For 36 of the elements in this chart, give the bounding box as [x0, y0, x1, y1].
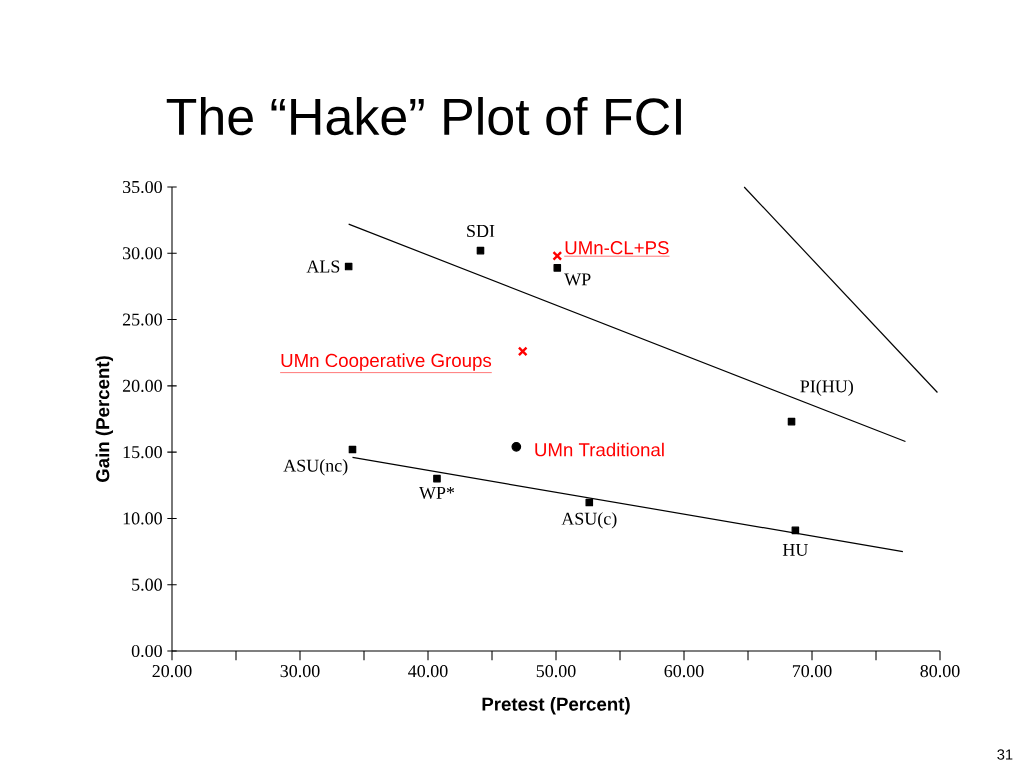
- x-tick-label: 80.00: [920, 665, 960, 678]
- y-tick-label: 15.00: [123, 446, 162, 459]
- y-tick-label: 0.00: [131, 644, 162, 658]
- point: [433, 474, 441, 483]
- x-tick-label: 60.00: [664, 665, 704, 678]
- series-label: UMn-CL+PS: [565, 241, 669, 255]
- x-tick-label: 20.00: [152, 665, 192, 678]
- y-tick-label: 20.00: [122, 379, 162, 392]
- point: [585, 498, 594, 507]
- annotation: WP*: [418, 486, 455, 499]
- y-tick-label: 10.00: [123, 512, 162, 525]
- y-tick-label: 5.00: [132, 578, 162, 591]
- annotation: ALS: [306, 260, 340, 273]
- point: [511, 441, 522, 452]
- text: 31: [997, 749, 1013, 760]
- annotation: SDI: [467, 224, 495, 238]
- annotation: PI(HU): [800, 379, 853, 397]
- annotation: WP: [564, 273, 591, 286]
- x-tick-label: 30.00: [280, 665, 320, 678]
- series-label: UMn Cooperative Groups: [281, 353, 492, 371]
- annotation: ASU(c): [561, 512, 617, 529]
- y-tick-label: 30.00: [123, 247, 162, 260]
- point: [552, 250, 563, 261]
- y-axis-title: Gain (Percent): [95, 356, 114, 483]
- y-tick-label: 35.00: [123, 180, 162, 194]
- annotation: ASU(nc): [283, 459, 348, 476]
- x-axis-title: Pretest (Percent): [482, 697, 630, 715]
- point: [517, 346, 528, 357]
- annotation: HU: [782, 543, 808, 556]
- y-tick-label: 25.00: [122, 313, 162, 326]
- x-tick-label: 40.00: [408, 665, 448, 678]
- x-tick-label: 50.00: [536, 665, 576, 678]
- chart-title: The “Hake” Plot of FCI: [166, 96, 681, 136]
- x-tick-label: 70.00: [792, 665, 832, 678]
- series-label: UMn Traditional: [535, 442, 664, 457]
- point: [553, 264, 562, 272]
